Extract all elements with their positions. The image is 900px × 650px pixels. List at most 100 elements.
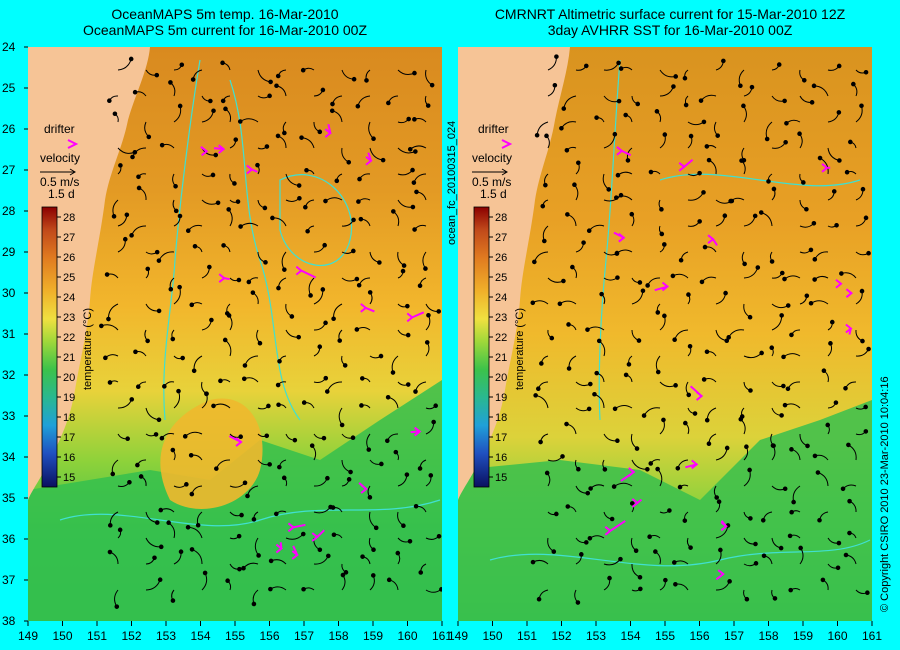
- current-arrowhead: [184, 482, 189, 487]
- current-arrowhead: [749, 84, 755, 90]
- current-arrowhead: [538, 439, 543, 445]
- current-arrowhead: [305, 228, 310, 234]
- current-arrowhead: [607, 575, 612, 581]
- current-arrowhead: [672, 337, 677, 342]
- current-arrowhead: [539, 361, 544, 366]
- current-arrowhead: [779, 270, 785, 276]
- right-longitude-axis: 149 150 151 152 153 154 155 156 157 158 159 160 161: [448, 621, 882, 643]
- current-arrowhead: [572, 182, 577, 188]
- current-arrowhead: [104, 272, 110, 277]
- current-arrowhead: [549, 335, 555, 341]
- current-arrowhead: [542, 238, 547, 244]
- current-arrowhead: [752, 213, 758, 219]
- current-arrowhead: [436, 309, 442, 314]
- current-arrowhead: [587, 535, 593, 541]
- current-arrowhead: [297, 195, 302, 201]
- lat-tick-label: 34: [2, 450, 16, 464]
- drifter-track: [228, 435, 243, 447]
- current-arrowhead: [330, 505, 336, 510]
- drifter-track: [845, 323, 853, 335]
- current-arrowhead: [321, 435, 327, 441]
- current-arrowhead: [739, 158, 744, 163]
- current-arrowhead: [241, 376, 247, 382]
- current-arrowhead: [351, 76, 357, 82]
- current-arrowhead: [170, 336, 176, 342]
- drifter-track: [620, 467, 636, 482]
- current-arrowhead: [214, 466, 219, 471]
- current-arrowhead: [859, 288, 865, 294]
- colorbar-tick-label: 27: [63, 232, 75, 244]
- current-arrowhead: [721, 58, 726, 64]
- current-arrowhead: [268, 79, 273, 85]
- current-arrowhead: [581, 240, 586, 245]
- current-arrowhead: [797, 131, 802, 136]
- current-arrowhead: [218, 378, 223, 384]
- current-arrowhead: [300, 67, 306, 73]
- current-arrowhead: [296, 183, 302, 188]
- current-arrowhead: [195, 522, 201, 528]
- current-arrowhead: [251, 517, 257, 522]
- colorbar-tick-label: 23: [495, 312, 507, 324]
- current-arrowhead: [168, 80, 173, 85]
- lon-tick-label: 149: [448, 629, 468, 643]
- current-arrowhead: [596, 338, 602, 344]
- current-arrowhead: [647, 534, 652, 540]
- current-arrowhead: [704, 349, 710, 355]
- current-arrowhead: [208, 98, 213, 104]
- current-arrowhead: [180, 355, 185, 361]
- current-arrowhead: [281, 475, 287, 481]
- current-arrowhead: [536, 386, 541, 392]
- current-arrowhead: [360, 376, 365, 381]
- current-arrowhead: [242, 480, 248, 486]
- drifter-track: [295, 265, 317, 279]
- current-arrowhead: [360, 554, 365, 559]
- current-arrowhead: [373, 525, 379, 531]
- current-arrowhead: [400, 268, 406, 274]
- current-arrowhead: [727, 579, 732, 584]
- current-arrowhead: [112, 111, 118, 117]
- current-arrowhead: [346, 159, 352, 165]
- current-arrowhead: [268, 586, 273, 592]
- current-arrowhead: [722, 213, 728, 218]
- drifter-track: [631, 498, 643, 508]
- current-arrowhead: [232, 181, 237, 186]
- current-arrowhead: [820, 577, 826, 583]
- current-arrowhead: [292, 437, 298, 443]
- current-arrowhead: [753, 561, 759, 566]
- current-arrowhead: [424, 340, 430, 345]
- current-arrowhead: [785, 303, 791, 308]
- current-arrowhead: [331, 532, 337, 538]
- colorbar-tick-label: 22: [63, 332, 75, 344]
- current-arrowhead: [761, 553, 767, 559]
- current-arrowhead: [220, 60, 225, 66]
- current-arrowhead: [659, 207, 664, 212]
- current-arrowhead: [738, 83, 743, 89]
- right-colorbar: [473, 206, 490, 488]
- current-arrowhead: [156, 417, 162, 423]
- right-legend-speed-scale: 0.5 m/s: [472, 175, 511, 189]
- drifter-track: [406, 311, 425, 323]
- current-arrowhead: [616, 98, 622, 104]
- drifter-track: [246, 164, 258, 175]
- left-contours: [59, 59, 441, 527]
- drifter-track: [835, 278, 843, 289]
- lon-tick-label: 157: [294, 629, 314, 643]
- current-arrowhead: [554, 54, 559, 59]
- left-longitude-axis: 149 150 151 152 153 154 155 156 157 158 159 160 161: [18, 621, 452, 643]
- lat-tick-label: 26: [2, 122, 16, 136]
- current-arrowhead: [129, 233, 134, 238]
- current-arrowhead: [848, 139, 853, 145]
- current-arrowhead: [561, 106, 567, 111]
- current-arrowhead: [544, 470, 550, 476]
- right-title-line2: 3day AVHRR SST for 16-Mar-2010 00Z: [547, 22, 793, 38]
- current-arrowhead: [222, 337, 228, 343]
- current-arrowhead: [808, 247, 814, 253]
- current-arrowhead: [585, 327, 590, 332]
- current-arrowhead: [532, 259, 537, 265]
- current-arrowhead: [758, 210, 764, 215]
- current-arrowhead: [351, 217, 356, 223]
- drifter-track: [685, 459, 699, 470]
- current-arrowhead: [138, 474, 144, 479]
- current-arrowhead: [833, 400, 839, 405]
- current-arrowhead: [846, 442, 851, 448]
